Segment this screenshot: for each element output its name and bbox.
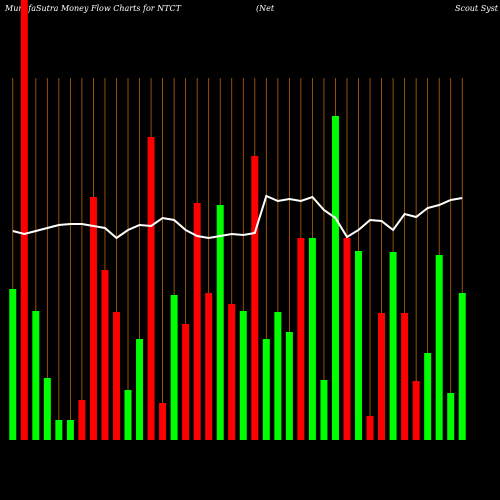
bar [228, 304, 236, 440]
chart-title: MunafaSutra Money Flow Charts for NTCT [4, 4, 182, 13]
bar [147, 137, 155, 440]
bar [412, 381, 420, 440]
bar [251, 156, 259, 440]
bar [274, 312, 282, 440]
money-flow-line [12, 194, 463, 240]
bar [101, 270, 109, 440]
bar [159, 403, 167, 440]
bar [401, 313, 409, 440]
bar [297, 238, 305, 440]
bar [343, 238, 351, 440]
bar [458, 293, 466, 440]
bar [112, 312, 120, 440]
bar [43, 378, 51, 440]
bar [193, 203, 201, 440]
bar [239, 311, 247, 440]
bar [378, 313, 386, 440]
bar [447, 393, 455, 440]
bar [285, 332, 293, 440]
bar [435, 255, 443, 440]
bar [170, 295, 178, 440]
bar [308, 238, 316, 440]
bar [182, 324, 190, 440]
bar [262, 339, 270, 440]
bar [136, 339, 144, 440]
bar [32, 311, 40, 440]
bar [9, 289, 17, 440]
bar [366, 416, 374, 440]
bar [389, 252, 397, 440]
bar [89, 197, 97, 440]
bar [320, 380, 328, 440]
bar [66, 420, 74, 440]
bar [78, 400, 86, 440]
bar [216, 205, 224, 440]
bar [424, 353, 432, 440]
bar [20, 0, 28, 440]
chart-title: (Net [256, 4, 275, 13]
bar [355, 251, 363, 440]
chart-title: Scout Syst [455, 4, 499, 13]
bar [124, 390, 132, 440]
bar [331, 116, 339, 440]
bar [205, 293, 213, 440]
bar [55, 420, 63, 440]
